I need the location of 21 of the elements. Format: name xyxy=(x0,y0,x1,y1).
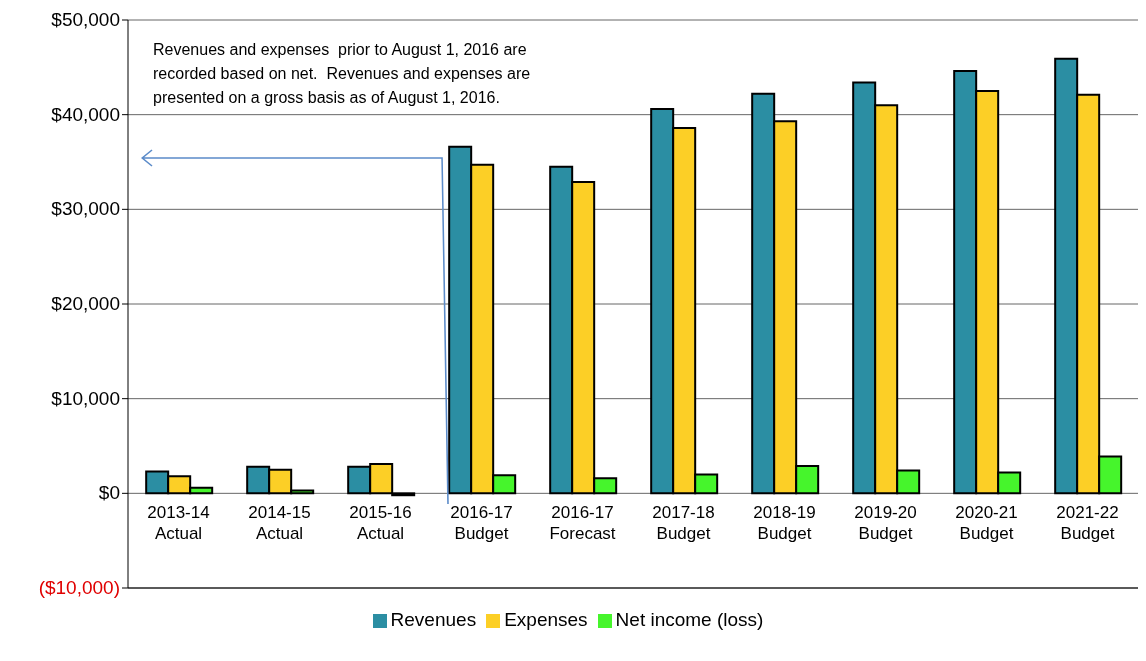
x-tick-label: 2017-18 Budget xyxy=(652,503,715,543)
x-tick-label: 2019-20 Budget xyxy=(854,503,917,543)
y-tick-label: $10,000 xyxy=(51,387,120,409)
legend-label: Revenues xyxy=(390,609,477,630)
x-tick-label: 2018-19 Budget xyxy=(753,503,816,543)
x-tick-label: 2016-17 Budget xyxy=(450,503,513,543)
x-tick-label: 2015-16 Actual xyxy=(349,503,412,543)
legend-label: Net income (loss) xyxy=(615,609,764,630)
x-tick-label: 2014-15 Actual xyxy=(248,503,311,543)
x-tick-label: 2020-21 Budget xyxy=(955,503,1018,543)
x-tick-label: 2013-14 Actual xyxy=(147,503,210,543)
y-tick-label: $50,000 xyxy=(51,9,120,30)
y-tick-label: ($10,000) xyxy=(38,577,120,598)
annotation: Revenues and expenses prior to August 1, 2016 are recorded based on net. Revenues and expenses are presented on a gross basis as of August 1, 2016. xyxy=(153,40,532,108)
y-tick-label: $30,000 xyxy=(51,198,120,220)
y-tick-label: $0 xyxy=(98,482,120,504)
legend-label: Expenses xyxy=(504,609,588,630)
y-tick-label: $40,000 xyxy=(51,103,120,125)
x-tick-label: 2021-22 Budget xyxy=(1056,503,1119,543)
y-tick-label: $20,000 xyxy=(51,293,120,314)
x-tick-label: 2016-17 Forecast xyxy=(549,503,616,543)
